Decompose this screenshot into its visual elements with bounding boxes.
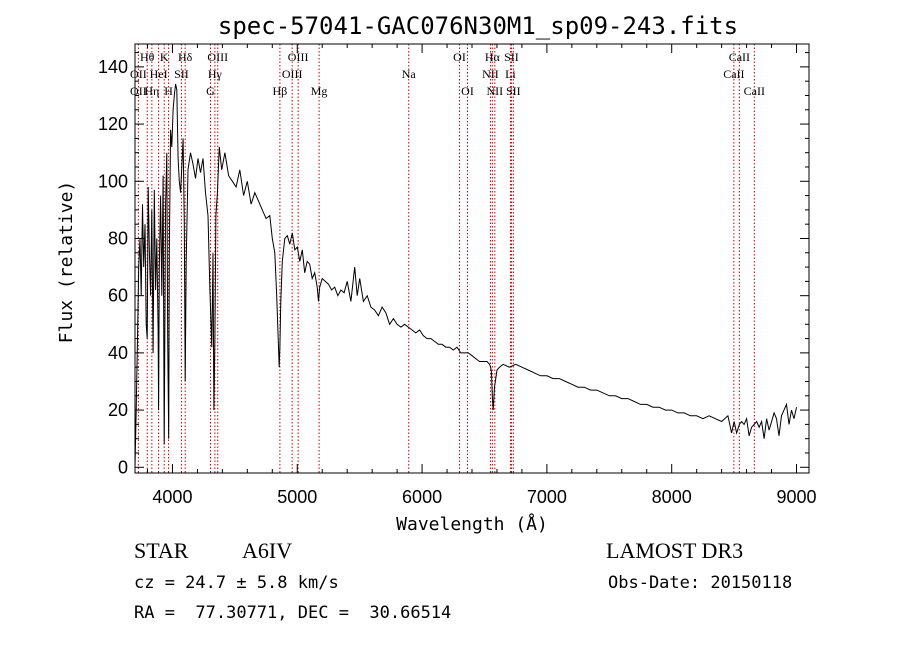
y-tick-label: 100 [98, 171, 128, 191]
x-tick-label: 9000 [776, 487, 816, 507]
line-label-13: OIII [282, 67, 303, 81]
object-class: STAR [134, 538, 189, 563]
redshift-velocity: cz = 24.7 ± 5.8 km/s [134, 573, 339, 593]
y-tick-label: 60 [108, 286, 128, 306]
line-label-14: Na [402, 67, 417, 81]
y-tick-label: 0 [118, 457, 128, 477]
y-tick-label: 120 [98, 114, 128, 134]
line-label-11: SII [174, 67, 189, 81]
line-label-5: OI [453, 50, 466, 64]
line-label-4: OIII [288, 50, 309, 64]
chart-title: spec-57041-GAC076N30M1_sp09-243.fits [218, 12, 738, 40]
line-label-20: H [164, 84, 173, 98]
y-tick-label: 80 [108, 228, 128, 248]
line-label-17: CaII [723, 67, 744, 81]
line-label-12: Hγ [208, 67, 223, 81]
y-tick-label: 40 [108, 343, 128, 363]
y-tick-label: 140 [98, 57, 128, 77]
x-tick-label: 7000 [527, 487, 567, 507]
line-label-2: Hδ [178, 50, 193, 64]
x-tick-label: 8000 [652, 487, 692, 507]
line-label-10: HeI [150, 67, 168, 81]
x-tick-label: 4000 [152, 487, 192, 507]
survey-name: LAMOST DR3 [606, 538, 744, 563]
series-line-spectrum [134, 83, 797, 468]
line-label-7: SII [504, 50, 519, 64]
line-label-19: Hη [144, 84, 159, 98]
line-label-18: OII [130, 84, 147, 98]
line-label-26: SII [506, 84, 521, 98]
line-label-3: OIII [207, 50, 228, 64]
x-axis-label: Wavelength (Å) [396, 513, 548, 535]
observation-date: Obs-Date: 20150118 [608, 573, 793, 593]
x-tick-label: 6000 [402, 487, 442, 507]
line-label-23: Mg [311, 84, 328, 98]
plot-frame [134, 43, 810, 474]
line-label-9: OII [130, 67, 147, 81]
line-label-15: NII [482, 67, 499, 81]
x-tick-label: 5000 [277, 487, 317, 507]
line-label-8: CaII [729, 50, 750, 64]
line-label-0: Hθ [140, 50, 155, 64]
line-label-6: Hα [485, 50, 501, 64]
line-label-24: OI [461, 84, 474, 98]
line-label-1: K [160, 50, 169, 64]
x-axis-ticks: 4000 5000 6000 7000 8000 9000 [146, 44, 817, 507]
object-subclass: A6IV [242, 538, 293, 563]
line-label-22: Hβ [273, 84, 288, 98]
y-axis-ticks: 0 20 40 60 80 100 120 140 [98, 52, 809, 477]
y-tick-label: 20 [108, 400, 128, 420]
ra-dec-coordinates: RA = 77.30771, DEC = 30.66514 [134, 603, 452, 623]
line-label-27: CaII [744, 84, 765, 98]
line-label-16: Li [505, 67, 516, 81]
line-label-25: NII [487, 84, 504, 98]
line-label-21: G [206, 84, 215, 98]
series-group [134, 83, 797, 468]
y-axis-label: Flux (relative) [56, 181, 77, 344]
